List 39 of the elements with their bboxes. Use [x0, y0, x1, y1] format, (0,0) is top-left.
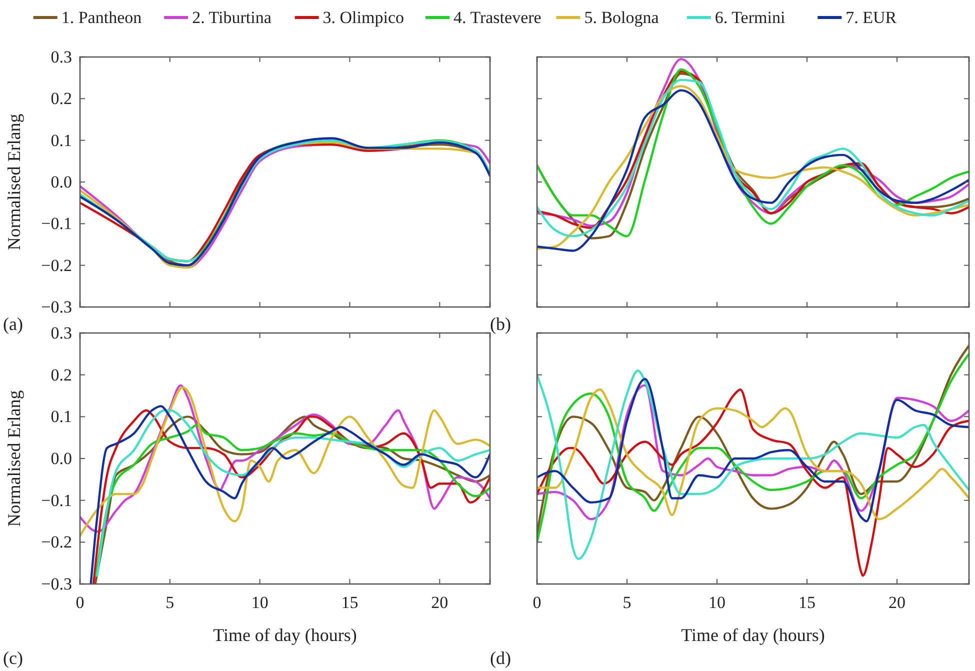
y-tick-label: −0.1	[41, 214, 72, 234]
y-tick-label: 0.0	[50, 172, 72, 192]
y-axis-title: Normalised Erlang	[4, 390, 24, 527]
text: (d)	[490, 648, 511, 668]
text: (a)	[3, 314, 23, 334]
legend-label: 2. Tiburtina	[192, 8, 272, 27]
text: (c)	[3, 648, 23, 668]
legend-label: 6. Termini	[714, 8, 786, 27]
legend-label: 3. Olimpico	[322, 8, 404, 27]
y-tick-label: −0.3	[41, 574, 72, 594]
y-tick-label: −0.1	[41, 490, 72, 510]
legend-label: 4. Trastevere	[454, 8, 542, 27]
y-axis-title: Normalised Erlang	[4, 114, 24, 250]
y-tick-label: 0.0	[50, 448, 72, 468]
y-tick-label: 0.1	[50, 130, 72, 150]
legend-label: 5. Bologna	[584, 8, 660, 27]
legend-label: 7. EUR	[846, 8, 898, 27]
x-tick-label: 0	[76, 593, 84, 612]
x-tick-label: 20	[431, 593, 448, 612]
x-tick-label: 20	[888, 593, 906, 612]
y-tick-label: −0.2	[41, 256, 72, 275]
legend-label: 1. Pantheon	[61, 8, 142, 27]
x-tick-label: 0	[532, 593, 542, 612]
y-tick-label: 0.3	[50, 47, 72, 66]
x-tick-label: 15	[798, 593, 816, 612]
x-tick-label: 15	[341, 593, 358, 612]
y-tick-label: −0.3	[41, 297, 72, 316]
y-tick-label: −0.2	[41, 532, 72, 552]
x-axis-title: Time of day (hours)	[213, 625, 357, 645]
y-tick-label: 0.1	[50, 407, 72, 426]
x-tick-label: 10	[708, 593, 726, 612]
y-tick-label: 0.2	[50, 89, 72, 108]
x-tick-label: 10	[251, 593, 268, 612]
x-tick-label: 5	[622, 593, 632, 612]
x-axis-title: Time of day (hours)	[681, 625, 825, 645]
y-tick-label: 0.3	[50, 323, 72, 342]
x-tick-label: 5	[166, 593, 174, 612]
text: (b)	[490, 314, 511, 334]
y-tick-label: 0.2	[50, 365, 72, 384]
